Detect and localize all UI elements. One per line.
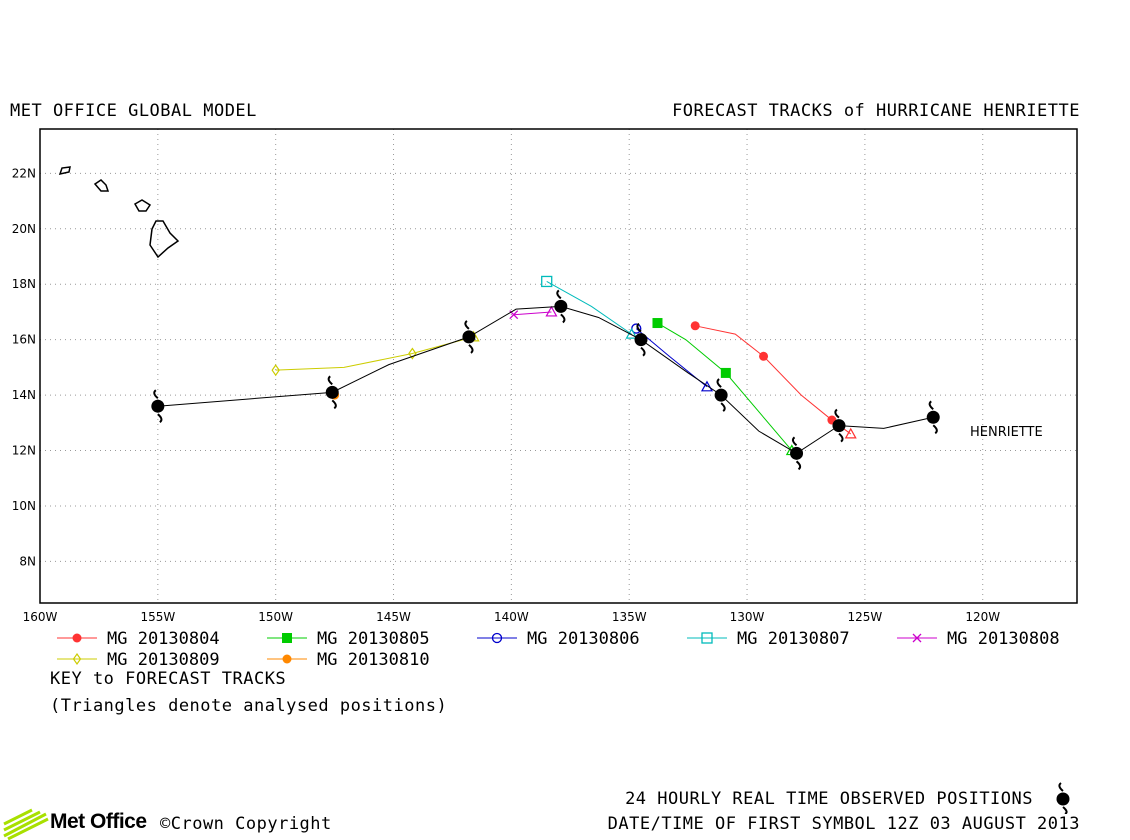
hurricane-symbol — [634, 322, 648, 357]
forecast-series — [271, 275, 857, 456]
legend-marker — [701, 632, 713, 644]
hurricane-symbol — [554, 289, 568, 324]
y-tick-label: 20N — [12, 222, 36, 236]
x-tick-labels: 160W 155W 150W 145W 140W 135W 130W 125W 120W — [23, 610, 1001, 624]
series-line — [657, 322, 793, 451]
x-tick-label: 155W — [140, 610, 175, 624]
storm-label: HENRIETTE — [970, 425, 1043, 440]
hurricane-symbol — [790, 436, 804, 471]
legend-marker — [72, 633, 82, 643]
data-point — [652, 318, 663, 329]
y-tick-label: 10N — [12, 499, 36, 513]
analysed-triangle — [545, 305, 558, 317]
y-tick-label: 8N — [19, 554, 36, 568]
hurricane-symbol — [325, 375, 339, 410]
x-tick-label: 140W — [494, 610, 529, 624]
legend-item: MG 20130806 — [477, 629, 640, 649]
plot-frame — [39, 128, 1078, 604]
legend-label: MG 20130810 — [317, 650, 430, 670]
legend-marker — [912, 633, 922, 643]
legend-label: MG 20130807 — [737, 629, 850, 649]
observed-positions-note: 24 HOURLY REAL TIME OBSERVED POSITIONS — [625, 789, 1033, 809]
analysed-triangle — [700, 380, 713, 392]
legend-label: MG 20130808 — [947, 629, 1060, 649]
island-maui — [133, 199, 152, 212]
x-tick-label: 130W — [730, 610, 765, 624]
x-tick-label: 125W — [847, 610, 882, 624]
series-line — [546, 281, 632, 335]
hurricane-symbol-icon — [1056, 782, 1070, 814]
met-office-wordmark: Met Office — [50, 810, 147, 833]
analysed-triangle — [844, 427, 857, 439]
y-tick-label: 12N — [12, 444, 36, 458]
data-point — [408, 347, 417, 360]
series-line — [275, 336, 474, 371]
hurricane-symbol — [832, 408, 846, 443]
key-title: KEY to FORECAST TRACKS — [50, 669, 287, 689]
y-tick-label: 22N — [12, 166, 36, 180]
chart-title-right: FORECAST TRACKS of HURRICANE HENRIETTE — [672, 101, 1080, 121]
legend-item: MG 20130807 — [687, 629, 850, 649]
legend-marker — [282, 633, 292, 643]
hurricane-symbol — [714, 378, 728, 412]
x-tick-label: 120W — [965, 610, 1000, 624]
series-mg-20130805 — [652, 318, 798, 456]
legend-item: MG 20130805 — [267, 629, 430, 649]
data-point — [271, 364, 280, 377]
series-mg-20130804 — [690, 321, 857, 439]
legend-label: MG 20130805 — [317, 629, 430, 649]
x-tick-label: 145W — [376, 610, 411, 624]
x-tick-label: 135W — [612, 610, 647, 624]
data-point — [541, 275, 553, 288]
observed-line — [157, 305, 934, 454]
series-line — [513, 311, 552, 316]
y-tick-label: 14N — [12, 388, 36, 402]
island-hawaii — [149, 220, 180, 259]
legend-label: MG 20130806 — [527, 629, 640, 649]
data-point — [759, 351, 769, 361]
x-tick-label: 160W — [23, 610, 58, 624]
legend-item: MG 20130810 — [267, 650, 430, 670]
legend-marker — [491, 632, 503, 644]
first-symbol-date: DATE/TIME OF FIRST SYMBOL 12Z 03 AUGUST … — [607, 814, 1080, 834]
legend-label: MG 20130809 — [107, 650, 220, 670]
legend-item: MG 20130804 — [57, 629, 220, 649]
hawaii-islands — [58, 166, 180, 259]
key-note: (Triangles denote analysed positions) — [50, 696, 448, 716]
data-point — [720, 367, 731, 378]
copyright: ©Crown Copyright — [160, 814, 332, 834]
hurricane-symbol — [926, 400, 940, 435]
grid-lines — [40, 129, 1077, 603]
observed-track — [151, 289, 940, 471]
met-office-logo-icon — [3, 808, 49, 840]
legend: MG 20130804 MG 20130805 MG 20130806 MG 2013… — [57, 629, 1060, 670]
x-tick-label: 150W — [258, 610, 293, 624]
legend-label: MG 20130804 — [107, 629, 220, 649]
legend-marker — [282, 654, 292, 664]
island-kauai-oahu — [93, 179, 110, 192]
hurricane-symbol — [462, 320, 476, 354]
y-tick-label: 18N — [12, 277, 36, 291]
island-niihau — [58, 166, 71, 176]
chart-title-left: MET OFFICE GLOBAL MODEL — [10, 101, 257, 121]
legend-item: MG 20130808 — [897, 629, 1060, 649]
y-tick-labels: 8N 10N 12N 14N 16N 18N 20N 22N — [12, 166, 36, 568]
legend-item: MG 20130809 — [57, 650, 220, 670]
data-point — [690, 321, 700, 331]
hurricane-symbol — [151, 389, 165, 423]
series-mg-20130809 — [271, 330, 480, 377]
legend-marker — [72, 652, 82, 666]
y-tick-label: 16N — [12, 333, 36, 347]
